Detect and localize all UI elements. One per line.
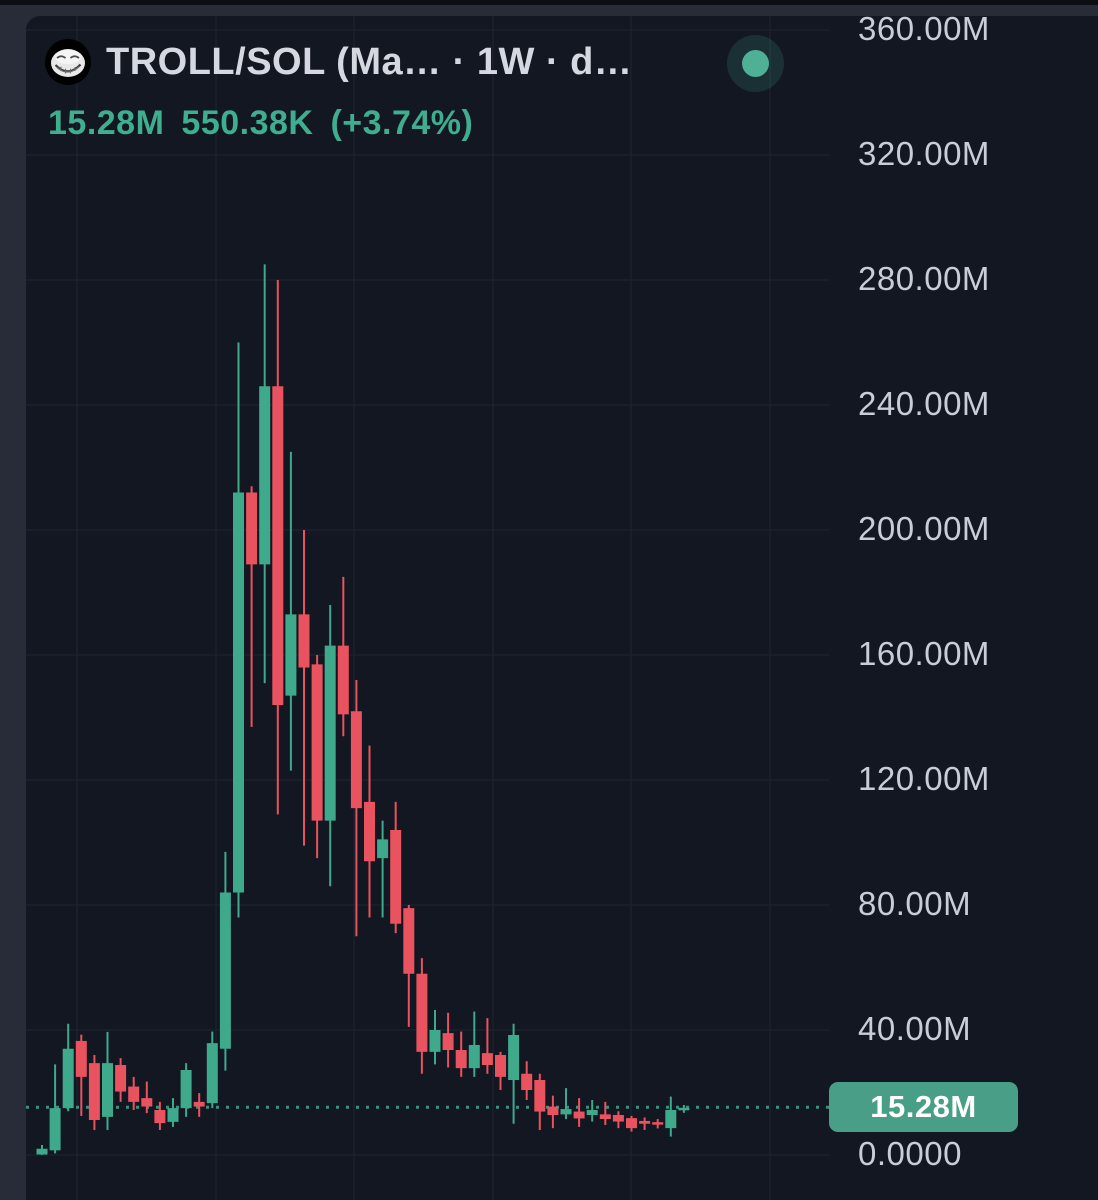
y-axis-tick-label: 200.00M [858, 510, 990, 547]
trollface-logo-icon [45, 39, 91, 85]
candle-body [128, 1086, 140, 1102]
legend-values: 15.28M 550.38K (+3.74%) [48, 104, 473, 143]
chart-legend-header: TROLL/SOL (Ma… · 1W · d… [44, 38, 632, 86]
candle-body [573, 1111, 585, 1119]
candle-body [481, 1053, 493, 1065]
candle-body [468, 1045, 480, 1069]
candle-body [350, 711, 362, 809]
candle-body [206, 1043, 218, 1104]
candle-body [665, 1110, 677, 1129]
candle-body [337, 645, 349, 715]
market-open-dot [742, 50, 769, 77]
candle-body [324, 645, 336, 821]
candle-body [219, 892, 231, 1049]
candle-body [102, 1063, 113, 1117]
current-price-label: 15.28M [829, 1082, 1018, 1132]
candle-body [272, 386, 284, 705]
candle-body [62, 1048, 74, 1109]
chart-panel-bg [26, 16, 1098, 1200]
candle-body [154, 1110, 166, 1124]
y-axis-tick-label: 80.00M [858, 885, 972, 922]
y-axis-tick-label: 280.00M [858, 260, 990, 297]
candle-body [36, 1148, 48, 1155]
candle-body [403, 908, 415, 974]
candle-body [547, 1106, 559, 1115]
candles-group[interactable] [36, 264, 690, 1155]
candle-wick [250, 486, 253, 727]
candle-wick [486, 1018, 489, 1074]
candle-wick [604, 1101, 607, 1125]
candle-wick [381, 820, 384, 918]
chart-grid [26, 16, 829, 1200]
panel-left-edge [0, 16, 26, 1200]
candle-wick [289, 451, 292, 771]
candle-body [495, 1055, 506, 1077]
candle-body [246, 492, 258, 565]
candle-body [442, 1033, 454, 1050]
candle-body [521, 1073, 533, 1090]
candle-body [75, 1040, 87, 1077]
candle-body [586, 1110, 598, 1115]
candle-body [193, 1101, 205, 1107]
legend-change-pct: (+3.74%) [330, 104, 474, 142]
candle-body [390, 830, 402, 924]
candle-body [429, 1030, 441, 1052]
candle-body [259, 386, 271, 565]
legend-change-abs: 550.38K [181, 104, 314, 142]
candle-body [652, 1122, 664, 1125]
candle-body [639, 1120, 651, 1124]
y-axis-tick-label: 320.00M [858, 135, 990, 172]
symbol-title[interactable]: TROLL/SOL (Ma… · 1W · d… [106, 40, 633, 83]
y-axis-tick-label: 160.00M [858, 635, 990, 672]
candle-wick [473, 1011, 476, 1077]
candle-body [678, 1107, 690, 1111]
candle-body [364, 801, 375, 862]
y-axis-tick-label: 360.00M [858, 10, 990, 47]
candle-body [141, 1098, 153, 1107]
candle-wick [303, 530, 305, 846]
candle-body [612, 1115, 624, 1122]
candle-body [49, 1108, 61, 1151]
candle-body [416, 973, 428, 1052]
candle-body [508, 1035, 520, 1080]
candle-body [285, 614, 297, 696]
y-axis-tick-label: 40.00M [858, 1010, 972, 1047]
candle-body [377, 839, 389, 859]
candle-body [115, 1065, 127, 1092]
candle-body [534, 1080, 546, 1112]
candle-body [88, 1063, 100, 1120]
candle-body [599, 1114, 611, 1120]
candle-body [560, 1109, 572, 1115]
panel-top-edge [0, 0, 1098, 16]
candle-wick [565, 1088, 567, 1120]
candle-body [455, 1050, 467, 1069]
candle-body [180, 1070, 192, 1109]
y-axis-tick-label: 0.0000 [858, 1135, 962, 1172]
candle-wick [145, 1081, 148, 1114]
y-axis-tick-label: 120.00M [858, 760, 990, 797]
candle-body [626, 1118, 637, 1129]
panel-top-border [0, 0, 1098, 5]
candle-body [311, 664, 323, 821]
candle-body [298, 614, 310, 668]
market-status-icon[interactable] [727, 35, 784, 92]
y-axis-tick-label: 240.00M [858, 385, 990, 422]
legend-price: 15.28M [48, 104, 165, 142]
candle-body [233, 492, 244, 893]
candle-body [167, 1108, 179, 1122]
